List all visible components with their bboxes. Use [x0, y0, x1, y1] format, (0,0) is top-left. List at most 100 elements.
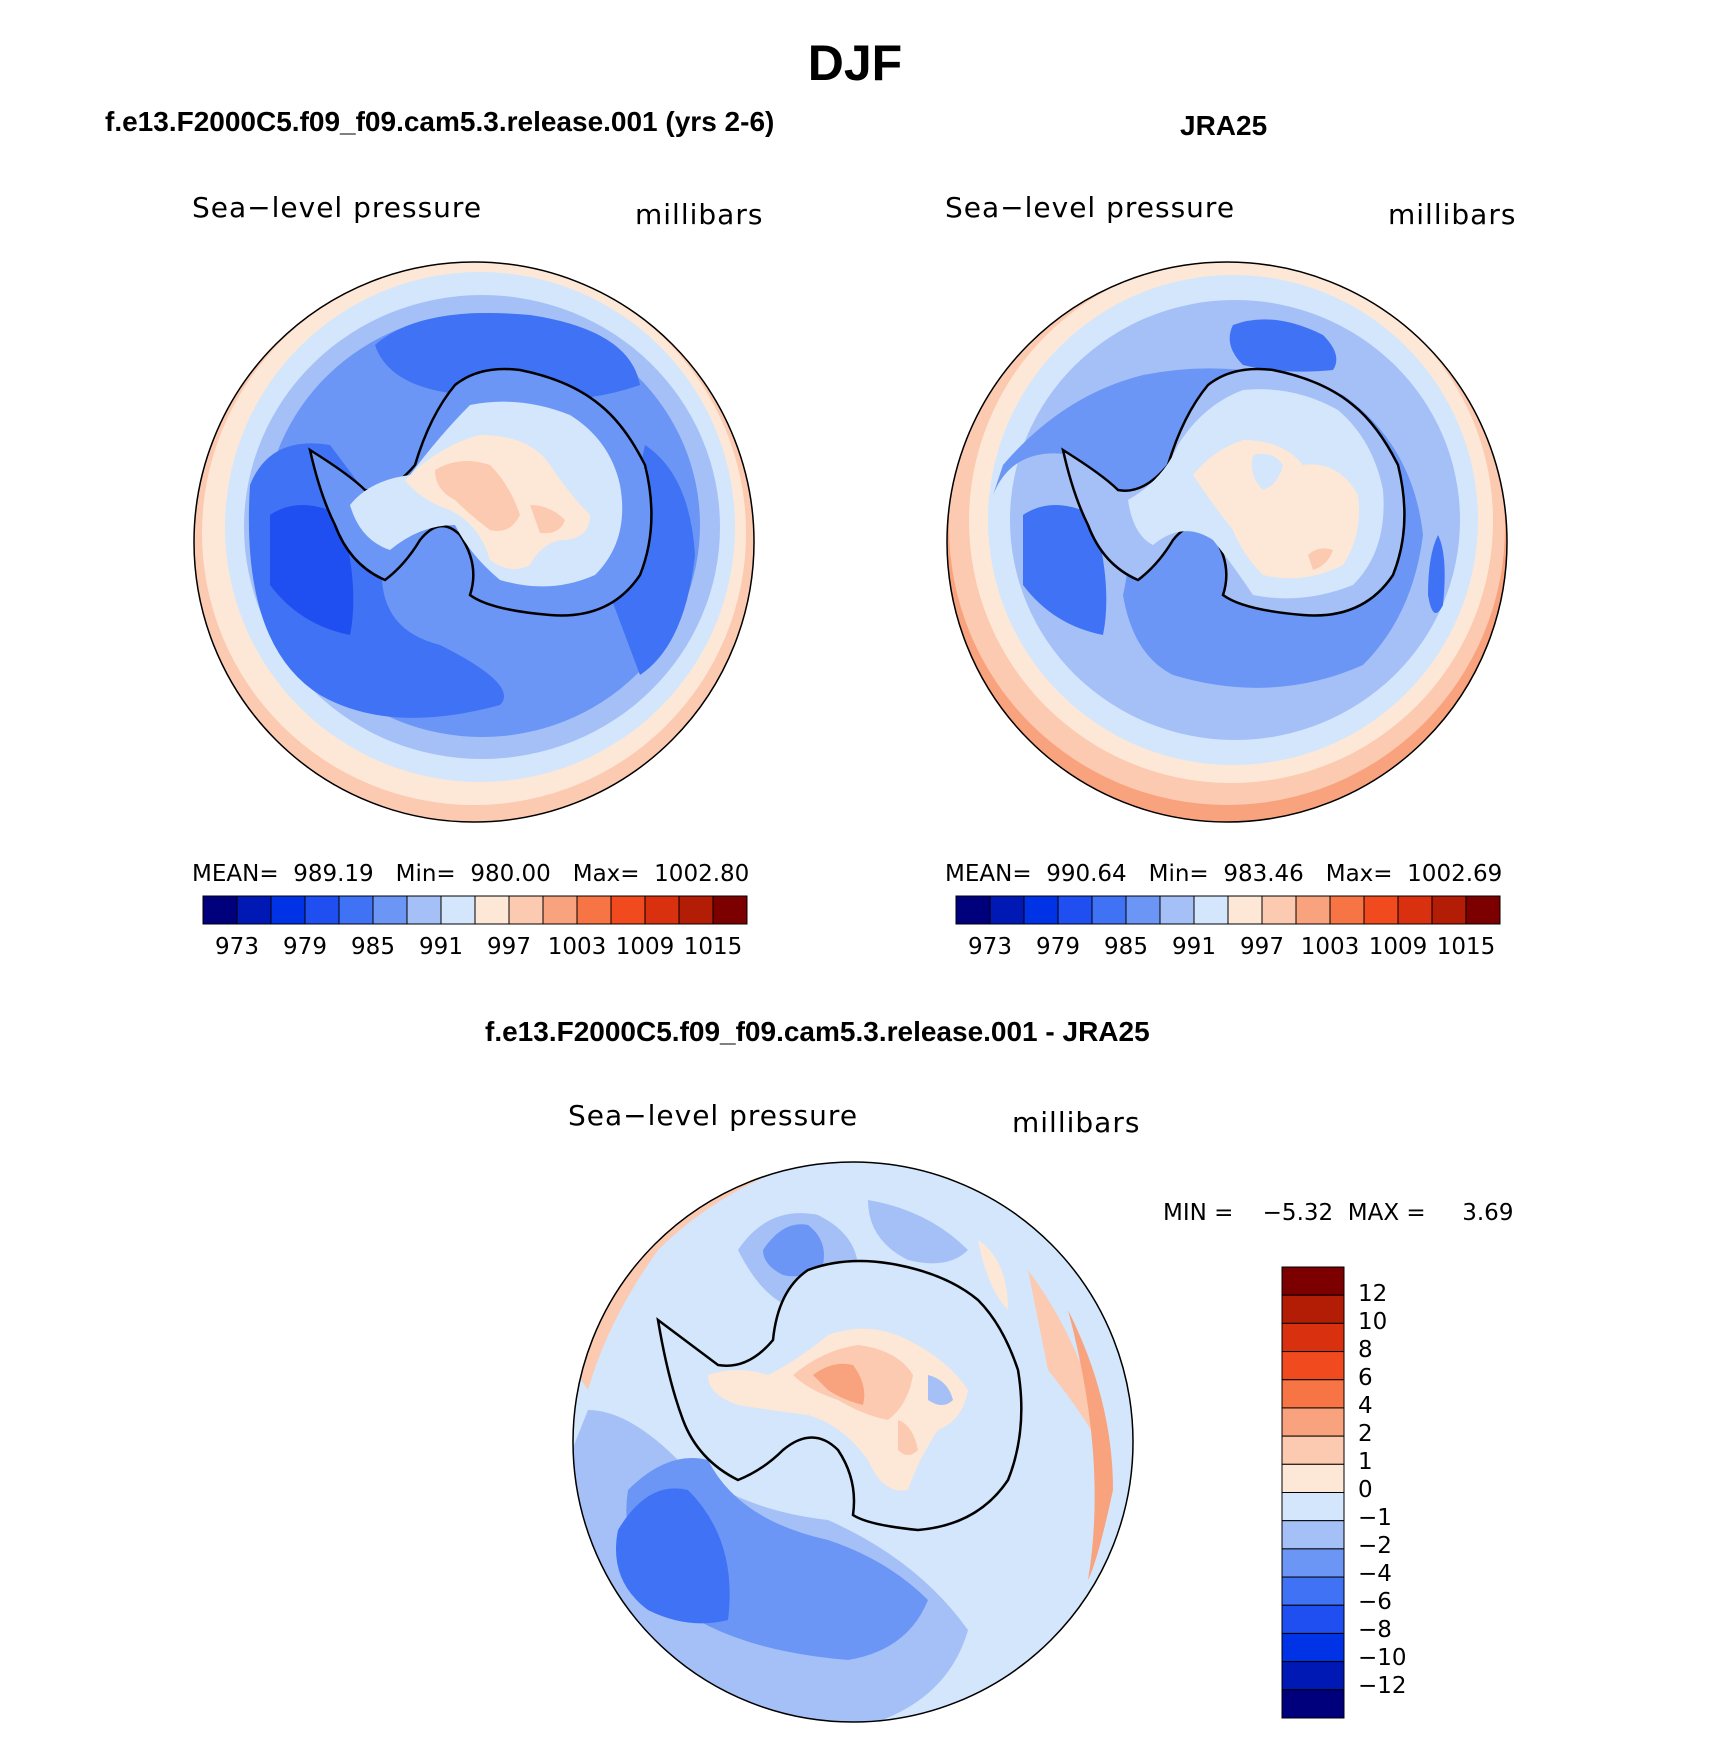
model-colorbar-cell — [576, 895, 612, 925]
model-polar-map — [193, 261, 755, 823]
obs-colorbar-cell — [1397, 895, 1433, 925]
diff-colorbar-tick: 8 — [1358, 1337, 1373, 1363]
diff-colorbar-tick: 2 — [1358, 1421, 1373, 1447]
model-colorbar-cell — [542, 895, 578, 925]
model-colorbar-cell — [304, 895, 340, 925]
diff-colorbar-cell — [1281, 1661, 1345, 1691]
model-colorbar-cell — [644, 895, 680, 925]
obs-colorbar-tick: 1015 — [1436, 934, 1496, 960]
model-panel-title: f.e13.F2000C5.f09_f09.cam5.3.release.001… — [105, 106, 775, 137]
obs-colorbar-cell — [1363, 895, 1399, 925]
diff-colorbar-tick: 10 — [1358, 1309, 1388, 1335]
obs-colorbar-cell — [1091, 895, 1127, 925]
obs-antarctica — [1061, 367, 1406, 617]
model-colorbar-cell — [508, 895, 544, 925]
model-variable-label: Sea−level pressure — [192, 191, 483, 224]
diff-colorbar-cell — [1281, 1351, 1345, 1381]
model-colorbar — [202, 895, 748, 925]
model-colorbar-labels: 973 979 985 991 997 1003 1009 1015 — [203, 934, 747, 964]
diff-colorbar-labels: 12 10 8 6 4 2 1 0 −1 −2 −4 −6 −8 −10 −12 — [1358, 1267, 1438, 1718]
obs-colorbar-cell — [1431, 895, 1467, 925]
model-colorbar-cell — [610, 895, 646, 925]
obs-stats: MEAN= 990.64 Min= 983.46 Max= 1002.69 — [945, 861, 1503, 887]
obs-colorbar-cell — [1261, 895, 1297, 925]
diff-colorbar-tick: −2 — [1358, 1533, 1392, 1559]
diff-panel-title: f.e13.F2000C5.f09_f09.cam5.3.release.001… — [485, 1016, 1150, 1047]
model-colorbar-cell — [440, 895, 476, 925]
diff-stats: MIN = −5.32 MAX = 3.69 — [1163, 1200, 1514, 1226]
diff-colorbar-cell — [1281, 1463, 1345, 1493]
diff-colorbar-tick: −10 — [1358, 1645, 1407, 1671]
diff-colorbar-tick: 12 — [1358, 1281, 1388, 1307]
model-units-label: millibars — [635, 198, 764, 231]
obs-colorbar-tick: 1009 — [1368, 934, 1428, 960]
diff-colorbar-cell — [1281, 1407, 1345, 1437]
obs-colorbar-cell — [989, 895, 1025, 925]
diff-colorbar-tick: 0 — [1358, 1477, 1373, 1503]
diff-colorbar-tick: −1 — [1358, 1505, 1392, 1531]
diff-colorbar-cell — [1281, 1435, 1345, 1465]
obs-colorbar-cell — [1329, 895, 1365, 925]
diff-colorbar-tick: 4 — [1358, 1393, 1373, 1419]
obs-colorbar-cell — [1125, 895, 1161, 925]
model-antarctica — [308, 367, 653, 617]
diff-colorbar-cell — [1281, 1492, 1345, 1522]
diff-colorbar-cell — [1281, 1604, 1345, 1634]
obs-colorbar — [955, 895, 1501, 925]
obs-panel-title: JRA25 — [1180, 110, 1268, 141]
obs-colorbar-cell — [1057, 895, 1093, 925]
model-colorbar-cell — [712, 895, 748, 925]
obs-colorbar-cell — [1465, 895, 1501, 925]
main-title: DJF — [807, 35, 903, 91]
model-colorbar-tick: 991 — [419, 934, 463, 960]
obs-colorbar-cell — [1159, 895, 1195, 925]
obs-colorbar-cell — [1227, 895, 1263, 925]
obs-colorbar-tick: 1003 — [1300, 934, 1360, 960]
diff-variable-label: Sea−level pressure — [568, 1099, 859, 1132]
obs-polar-map — [946, 261, 1508, 823]
diff-colorbar-tick: −6 — [1358, 1589, 1392, 1615]
model-colorbar-tick: 979 — [283, 934, 327, 960]
model-colorbar-cell — [406, 895, 442, 925]
obs-colorbar-cell — [1295, 895, 1331, 925]
diff-colorbar-cell — [1281, 1520, 1345, 1550]
model-colorbar-cell — [372, 895, 408, 925]
model-colorbar-cell — [236, 895, 272, 925]
obs-colorbar-tick: 985 — [1104, 934, 1148, 960]
diff-colorbar-cell — [1281, 1379, 1345, 1409]
diff-colorbar-tick: 1 — [1358, 1449, 1373, 1475]
diff-polar-map — [572, 1161, 1134, 1723]
model-colorbar-tick: 1003 — [547, 934, 607, 960]
diff-colorbar-cell — [1281, 1294, 1345, 1324]
diff-colorbar-cell — [1281, 1576, 1345, 1606]
diff-colorbar-cell — [1281, 1548, 1345, 1578]
diff-colorbar — [1281, 1266, 1345, 1719]
diff-colorbar-cell — [1281, 1322, 1345, 1353]
obs-colorbar-cell — [1023, 895, 1059, 925]
obs-colorbar-tick: 979 — [1036, 934, 1080, 960]
diff-colorbar-tick: −4 — [1358, 1561, 1392, 1587]
model-stats: MEAN= 989.19 Min= 980.00 Max= 1002.80 — [192, 861, 750, 887]
diff-units-label: millibars — [1012, 1106, 1141, 1139]
obs-colorbar-cell — [1193, 895, 1229, 925]
diff-colorbar-cell — [1281, 1632, 1345, 1663]
model-colorbar-cell — [202, 895, 238, 925]
model-colorbar-tick: 1015 — [683, 934, 743, 960]
obs-variable-label: Sea−level pressure — [945, 191, 1236, 224]
obs-colorbar-labels: 973 979 985 991 997 1003 1009 1015 — [956, 934, 1500, 964]
model-colorbar-cell — [270, 895, 306, 925]
diff-colorbar-cell — [1281, 1266, 1345, 1296]
diff-antarctica — [656, 1259, 1023, 1532]
obs-colorbar-tick: 991 — [1172, 934, 1216, 960]
model-colorbar-tick: 985 — [351, 934, 395, 960]
obs-colorbar-tick: 997 — [1240, 934, 1284, 960]
obs-units-label: millibars — [1388, 198, 1517, 231]
model-colorbar-cell — [474, 895, 510, 925]
obs-colorbar-cell — [955, 895, 991, 925]
diff-colorbar-tick: 6 — [1358, 1365, 1373, 1391]
model-colorbar-tick: 1009 — [615, 934, 675, 960]
model-colorbar-tick: 997 — [487, 934, 531, 960]
diff-colorbar-cell — [1281, 1689, 1345, 1719]
model-colorbar-cell — [678, 895, 714, 925]
diff-colorbar-tick: −12 — [1358, 1673, 1407, 1699]
